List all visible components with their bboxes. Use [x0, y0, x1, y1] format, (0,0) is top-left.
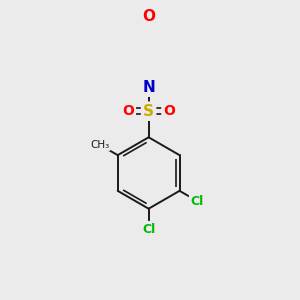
Text: CH₃: CH₃ [90, 140, 110, 150]
Text: O: O [163, 104, 175, 118]
Text: O: O [142, 9, 155, 24]
Text: O: O [122, 104, 134, 118]
Text: N: N [142, 80, 155, 95]
Text: S: S [143, 104, 154, 119]
Text: Cl: Cl [191, 195, 204, 208]
Text: Cl: Cl [142, 223, 155, 236]
